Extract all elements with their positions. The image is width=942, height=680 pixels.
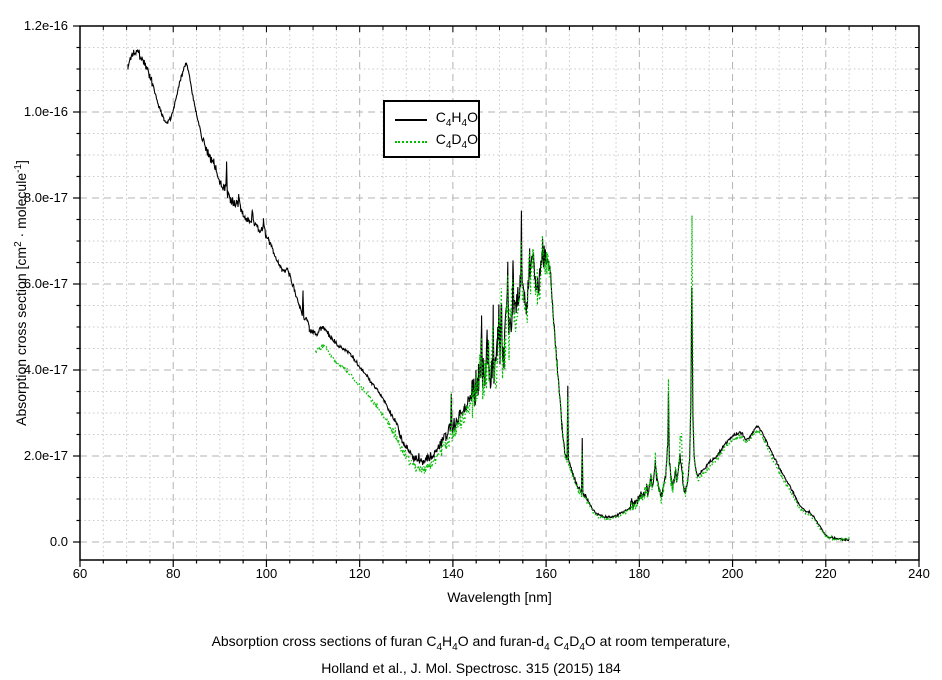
series-line-c4h4o <box>127 48 850 542</box>
text-run: H <box>442 633 453 649</box>
y-tick-label: 2.0e-17 <box>23 448 68 463</box>
sub-text: 4 <box>445 117 452 129</box>
x-tick-label: 220 <box>814 566 837 581</box>
legend-label: C4D4O <box>436 132 478 153</box>
sub-text: 4 <box>544 642 550 653</box>
sup-text: 2 <box>13 241 24 247</box>
text-run: ] <box>13 160 29 164</box>
y-tick-label: 0.0 <box>49 534 68 549</box>
y-tick-label: 4.0e-17 <box>23 362 68 377</box>
caption-line-2: Holland et al., J. Mol. Spectrosc. 315 (… <box>321 660 621 676</box>
x-tick-label: 100 <box>255 566 278 581</box>
sup-text: -1 <box>13 163 24 173</box>
y-tick-label: 1.0e-16 <box>23 104 68 119</box>
x-tick-label: 200 <box>721 566 744 581</box>
sub-text: 4 <box>563 642 570 653</box>
legend-item-c4h4o: C4H4O <box>393 109 478 131</box>
x-tick-label: 80 <box>165 566 181 581</box>
legend-label: C4H4O <box>436 110 478 131</box>
text-run: Absorption cross sections of furan C <box>211 633 437 649</box>
series-line-c4d4o <box>315 215 850 542</box>
sub-text: 4 <box>436 642 443 653</box>
y-tick-label: 6.0e-17 <box>23 276 68 291</box>
legend-item-c4d4o: C4D4O <box>393 131 478 153</box>
text-run: O at room temperature, <box>584 633 731 649</box>
caption: Absorption cross sections of furan C4H4O… <box>0 631 942 679</box>
sub-text: 4 <box>579 642 585 653</box>
text-run: O <box>467 108 478 125</box>
text-run: D <box>569 633 580 649</box>
x-tick-label: 120 <box>348 566 371 581</box>
sub-text: 4 <box>445 139 452 151</box>
text-run: Absorption cross section [cm <box>13 246 29 426</box>
y-axis-title: Absorption cross section [cm2 · molecule… <box>13 160 29 426</box>
x-tick-label: 140 <box>442 566 464 581</box>
x-tick-label: 60 <box>72 566 88 581</box>
text-run: C <box>435 108 446 125</box>
text-run: D <box>451 130 462 147</box>
x-tick-label: 240 <box>908 566 930 581</box>
y-tick-label: 8.0e-17 <box>23 190 68 205</box>
sub-text: 4 <box>452 642 458 653</box>
text-run: C <box>435 130 446 147</box>
text-run: H <box>451 108 462 125</box>
text-run: · molecule <box>13 172 29 242</box>
sub-text: 4 <box>461 139 468 151</box>
x-axis-title: Wavelength [nm] <box>447 589 552 605</box>
x-tick-label: 160 <box>535 566 557 581</box>
solid-line-swatch <box>395 119 427 121</box>
x-tick-label: 180 <box>628 566 651 581</box>
sub-text: 4 <box>461 117 468 129</box>
legend: C4H4O C4D4O <box>383 100 480 158</box>
y-tick-label: 1.2e-16 <box>23 18 68 33</box>
dotted-line-swatch <box>395 141 427 143</box>
caption-line-1: Absorption cross sections of furan C4H4O… <box>0 631 942 658</box>
text-run: O <box>467 130 478 147</box>
text-run: O and furan-d <box>457 633 545 649</box>
text-run: C <box>549 633 564 649</box>
